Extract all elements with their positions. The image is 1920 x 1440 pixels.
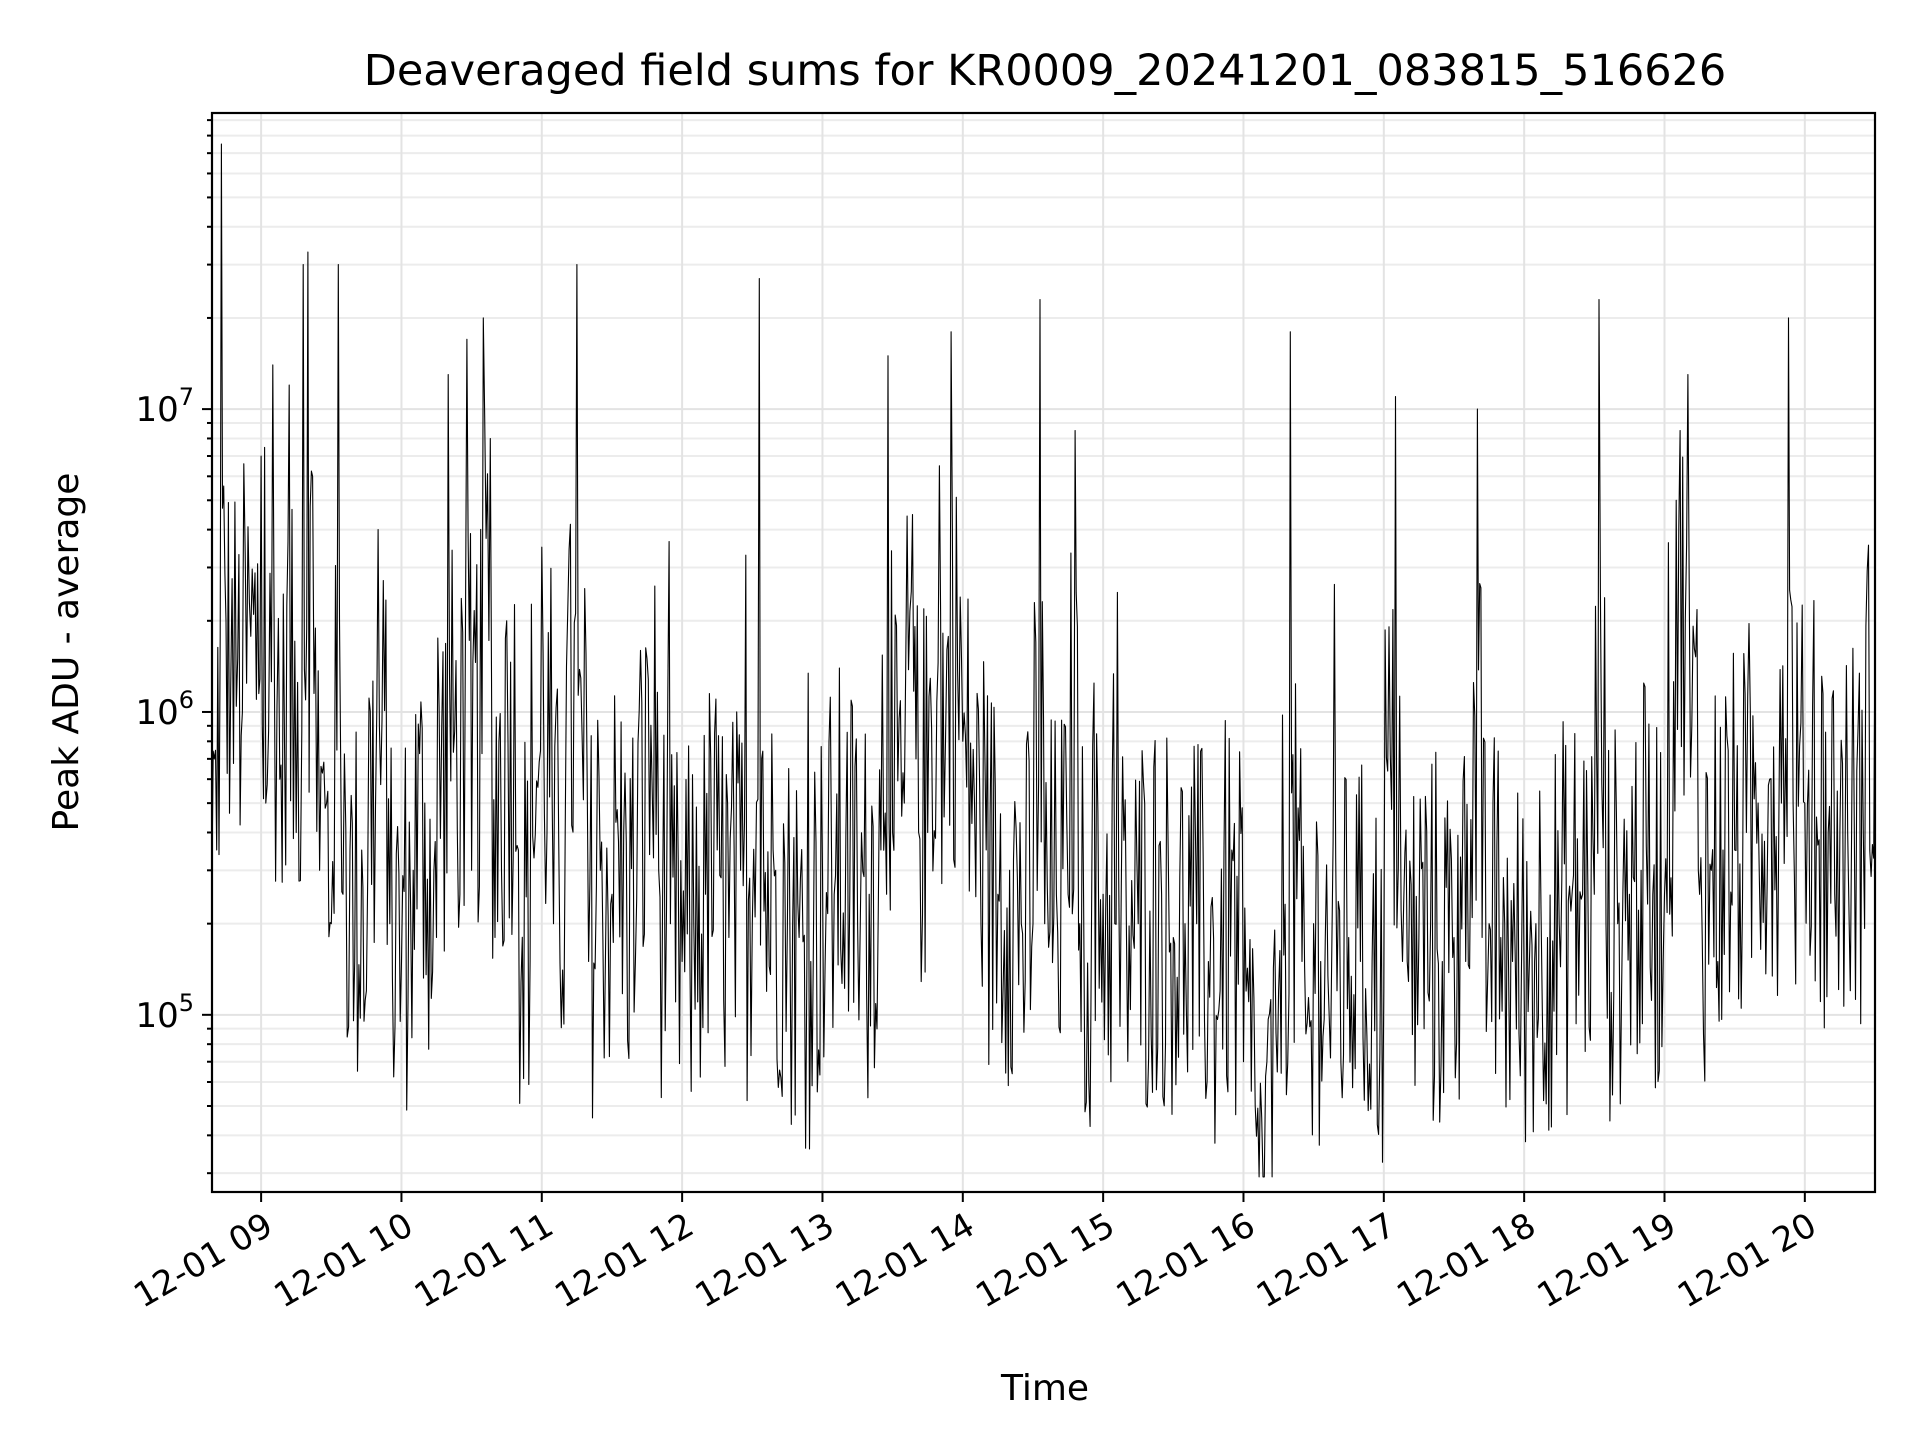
y-tick-exponent: 5	[179, 989, 194, 1017]
y-tick-exponent: 7	[179, 383, 194, 411]
x-axis-label: Time	[1000, 1368, 1089, 1409]
y-tick-label: 107	[135, 383, 194, 430]
y-tick-base: 10	[135, 693, 178, 733]
chart-title: Deaveraged field sums for KR0009_2024120…	[364, 46, 1727, 96]
plot-frame	[210, 111, 1877, 1194]
series-line	[211, 143, 1876, 1178]
series-layer	[211, 143, 1876, 1178]
y-tick-base: 10	[135, 996, 178, 1036]
y-tick-base: 10	[135, 390, 178, 430]
y-tick-label: 106	[135, 686, 194, 733]
y-tick-label: 105	[135, 989, 194, 1036]
y-axis-label: Peak ADU - average	[46, 473, 87, 832]
y-tick-exponent: 6	[179, 686, 194, 714]
